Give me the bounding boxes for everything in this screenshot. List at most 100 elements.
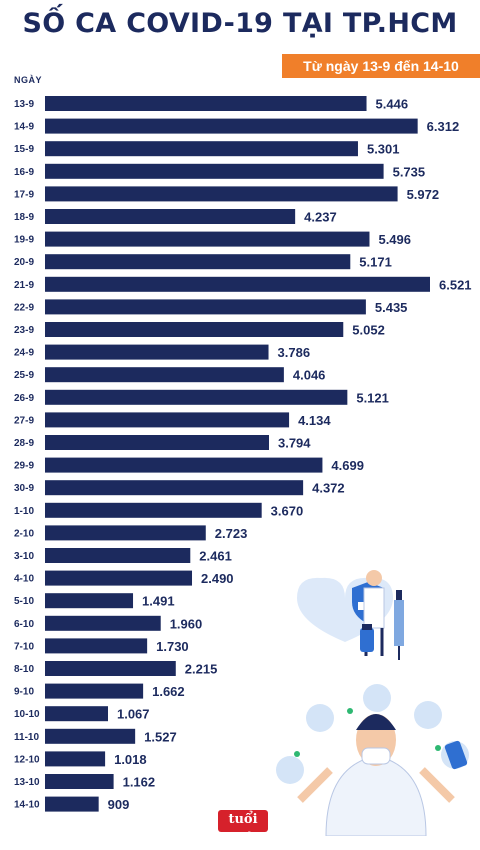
bar (45, 683, 144, 699)
value-label: 4.046 (293, 368, 326, 383)
newspaper-logo: tuổi trẻ (218, 810, 268, 847)
bar (45, 548, 191, 563)
category-label: 22-9 (14, 302, 34, 313)
bar (45, 570, 193, 586)
category-label: 5-10 (14, 596, 34, 607)
bar (45, 254, 351, 270)
bar (45, 706, 108, 722)
category-label: 30-9 (14, 483, 34, 494)
category-label: 10-10 (14, 709, 40, 720)
value-label: 2.461 (199, 549, 232, 564)
bar (45, 389, 348, 405)
category-label: 3-10 (14, 551, 34, 562)
value-label: 1.960 (170, 616, 203, 631)
bar (45, 276, 430, 292)
bar (45, 322, 344, 337)
bar (45, 796, 99, 812)
category-label: 27-9 (14, 415, 34, 426)
bar (45, 502, 262, 518)
value-label: 2.723 (215, 526, 248, 541)
category-label: 19-9 (14, 235, 34, 246)
category-label: 6-10 (14, 619, 34, 630)
category-label: 18-9 (14, 212, 34, 223)
value-label: 1.527 (144, 729, 177, 744)
category-label: 13-9 (14, 99, 34, 110)
bar (45, 412, 290, 428)
bar (45, 163, 384, 179)
category-label: 2-10 (14, 528, 34, 539)
value-label: 5.052 (352, 323, 385, 338)
bar (45, 96, 367, 111)
category-label: 1-10 (14, 506, 34, 517)
bar (45, 118, 418, 134)
category-label: 7-10 (14, 641, 34, 652)
category-label: 8-10 (14, 664, 34, 675)
category-label: 14-9 (14, 122, 34, 133)
value-label: 3.794 (278, 436, 311, 451)
bar (45, 661, 176, 676)
value-label: 5.446 (376, 97, 409, 112)
category-label: 12-10 (14, 754, 40, 765)
category-label: 26-9 (14, 393, 34, 404)
category-label: 15-9 (14, 144, 34, 155)
bar (45, 299, 366, 315)
value-label: 909 (108, 797, 130, 812)
value-label: 5.435 (375, 300, 408, 315)
category-label: 23-9 (14, 325, 34, 336)
value-label: 4.372 (312, 481, 345, 496)
category-label: 14-10 (14, 800, 40, 811)
value-label: 1.162 (123, 775, 156, 790)
bar (45, 435, 269, 450)
category-label: 4-10 (14, 574, 34, 585)
category-label: 16-9 (14, 167, 34, 178)
category-label: 28-9 (14, 438, 34, 449)
value-label: 2.215 (185, 662, 218, 677)
category-label: 13-10 (14, 777, 40, 788)
bar (45, 525, 206, 541)
category-label: 25-9 (14, 370, 34, 381)
value-label: 5.496 (378, 232, 411, 247)
bar (45, 141, 358, 157)
category-label: 29-9 (14, 461, 34, 472)
value-label: 4.237 (304, 210, 337, 225)
value-label: 1.018 (114, 752, 147, 767)
value-label: 5.301 (367, 142, 400, 157)
bar (45, 457, 323, 473)
value-label: 1.730 (156, 639, 189, 654)
value-label: 4.699 (331, 458, 364, 473)
chart-title: SỐ CA COVID-19 TẠI TP.HCM (22, 8, 458, 39)
bar (45, 367, 284, 383)
category-label: 11-10 (14, 732, 39, 743)
value-label: 1.067 (117, 707, 150, 722)
category-label: 9-10 (14, 687, 34, 698)
bar (45, 344, 269, 360)
value-label: 5.735 (393, 164, 426, 179)
bar (45, 480, 304, 496)
value-label: 3.670 (271, 503, 304, 518)
bar (45, 593, 134, 609)
value-label: 5.171 (359, 255, 392, 270)
bar (45, 209, 296, 224)
value-label: 2.490 (201, 571, 234, 586)
bar (45, 615, 161, 631)
bar (45, 186, 398, 202)
date-range-badge: Từ ngày 13-9 đến 14-10 (282, 54, 480, 78)
category-label: 20-9 (14, 257, 34, 268)
value-label: 5.121 (356, 390, 389, 405)
value-label: 6.521 (439, 277, 472, 292)
bar (45, 728, 136, 744)
bar (45, 751, 106, 767)
value-label: 6.312 (427, 119, 460, 134)
category-label: 21-9 (14, 280, 34, 291)
value-label: 3.786 (278, 345, 311, 360)
value-label: 1.662 (152, 684, 185, 699)
value-label: 4.134 (298, 413, 331, 428)
category-label: 24-9 (14, 348, 34, 359)
category-label: 17-9 (14, 189, 34, 200)
bar (45, 231, 370, 247)
bar (45, 638, 148, 654)
bar (45, 774, 114, 789)
date-axis-label: NGÀY (14, 75, 43, 85)
value-label: 5.972 (407, 187, 440, 202)
